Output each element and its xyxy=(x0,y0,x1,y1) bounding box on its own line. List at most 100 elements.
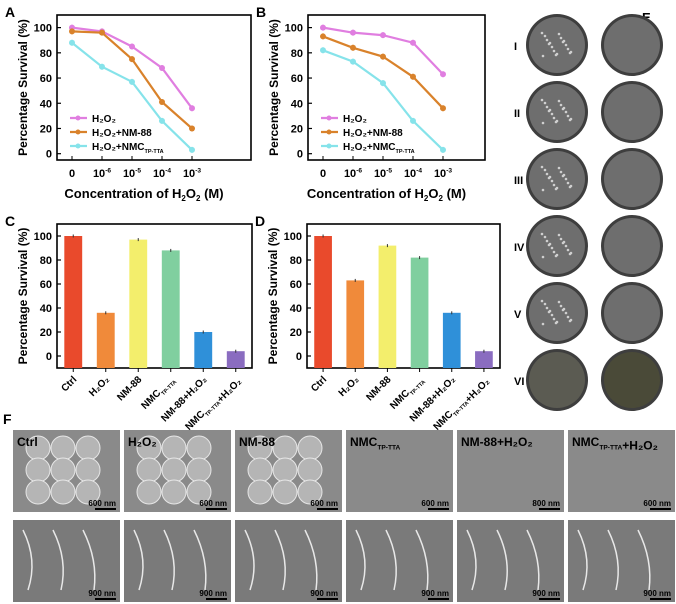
scale-bar-label: 600 nm xyxy=(421,499,449,508)
bacteria-colony xyxy=(564,244,568,248)
axes-frame xyxy=(56,223,253,369)
sem-image xyxy=(568,520,675,602)
text-part: 2 xyxy=(424,194,429,203)
agar-plate xyxy=(604,218,660,274)
column-label: NM-88+H₂O₂ xyxy=(461,435,533,449)
text-part: TP-TTA xyxy=(145,149,164,155)
legend-marker xyxy=(326,115,332,121)
text-part: NM-88 xyxy=(365,374,394,403)
text-part: H₂O₂+NMC xyxy=(343,142,396,153)
row-label: III xyxy=(514,175,523,187)
x-tick-label: 10-5 xyxy=(123,168,141,180)
bacteria-colony xyxy=(569,251,573,255)
text-part: 10 xyxy=(344,168,356,180)
data-point xyxy=(440,105,446,112)
particle-edge xyxy=(496,529,508,591)
data-point xyxy=(380,53,386,60)
x-axis-label: Concentration of H2O2 (M) xyxy=(307,186,466,203)
bacteria-colony xyxy=(550,179,554,183)
particle xyxy=(186,479,212,505)
scale-bar-label: 900 nm xyxy=(310,589,338,598)
text-part: H₂O₂ xyxy=(87,374,112,399)
bacteria-colony xyxy=(559,103,563,107)
axes-frame xyxy=(307,14,486,161)
panel-label: C xyxy=(5,213,15,229)
y-tick-label: 40 xyxy=(40,98,52,110)
text-part: -3 xyxy=(195,168,201,175)
text-part: Ctrl xyxy=(17,435,38,449)
x-tick-label: NM-88 xyxy=(365,374,394,403)
text-part: Ctrl xyxy=(309,374,329,394)
data-point xyxy=(159,64,165,71)
particle-edge xyxy=(52,529,64,591)
legend-label: H₂O₂ xyxy=(343,114,367,125)
bacteria-colony xyxy=(564,110,568,114)
bacteria-colony xyxy=(564,177,568,181)
legend-label: H₂O₂+NMCTP-TTA xyxy=(92,142,164,155)
bacteria-colony xyxy=(550,246,554,250)
y-tick-label: 60 xyxy=(40,73,52,85)
particle-edge xyxy=(355,529,366,591)
text-part: NM-88 xyxy=(115,374,144,403)
bacteria-colony xyxy=(545,38,549,42)
bar xyxy=(129,239,148,368)
bacteria-colony xyxy=(548,175,552,179)
data-point xyxy=(440,71,446,78)
scale-bar-label: 600 nm xyxy=(643,499,671,508)
particle-edge xyxy=(385,529,397,591)
sem-image xyxy=(13,520,120,602)
sem-image xyxy=(124,520,231,602)
particle xyxy=(297,435,323,461)
data-point xyxy=(410,73,416,80)
bacteria-colony xyxy=(550,313,554,317)
bacteria-colony xyxy=(541,188,545,192)
panel-label: B xyxy=(256,4,266,20)
y-tick-label: 80 xyxy=(290,255,302,267)
bar xyxy=(64,236,83,368)
text-part: NM-88 xyxy=(239,435,275,449)
bar xyxy=(226,351,245,368)
text-part: +H₂O₂ xyxy=(215,376,244,405)
particle-edge xyxy=(466,529,477,591)
text-part: Concentration of H xyxy=(307,186,424,201)
bacteria-colony xyxy=(555,186,559,190)
scale-bar-label: 900 nm xyxy=(532,589,560,598)
x-tick-label: H₂O₂ xyxy=(337,374,362,399)
row-label: II xyxy=(514,108,520,120)
bacteria-colony xyxy=(550,45,554,49)
row-label: V xyxy=(514,309,522,321)
bacteria-colony xyxy=(541,255,545,259)
particle xyxy=(186,435,212,461)
particle xyxy=(25,457,51,483)
particle xyxy=(75,457,101,483)
text-part: H₂O₂ xyxy=(343,114,367,125)
scale-bar-label: 800 nm xyxy=(532,499,560,508)
bacteria-colony xyxy=(569,318,573,322)
sem-image xyxy=(346,520,453,602)
y-tick-label: 40 xyxy=(290,303,302,315)
particle-edge xyxy=(133,529,144,591)
text-part: NMC xyxy=(139,388,163,412)
text-part: (M) xyxy=(200,186,223,201)
data-point xyxy=(69,28,75,35)
text-part: +H₂O₂ xyxy=(463,376,492,405)
data-point xyxy=(440,146,446,153)
text-part: NM-88+H₂O₂ xyxy=(461,435,533,449)
particle xyxy=(186,457,212,483)
y-axis-label: Percentage Survival (%) xyxy=(16,228,30,365)
y-tick-label: 40 xyxy=(40,303,52,315)
particle xyxy=(50,435,76,461)
text-part: 10 xyxy=(374,168,386,180)
sem-image xyxy=(457,430,564,512)
bacteria-colony xyxy=(548,242,552,246)
data-point xyxy=(189,125,195,132)
x-tick-label: 10-3 xyxy=(434,168,452,180)
y-tick-label: 80 xyxy=(40,255,52,267)
agar-plate xyxy=(604,285,660,341)
particle-edge xyxy=(193,529,207,591)
particle xyxy=(161,457,187,483)
bacteria-colony xyxy=(566,181,570,185)
particle xyxy=(272,457,298,483)
bacteria-colony xyxy=(569,117,573,121)
